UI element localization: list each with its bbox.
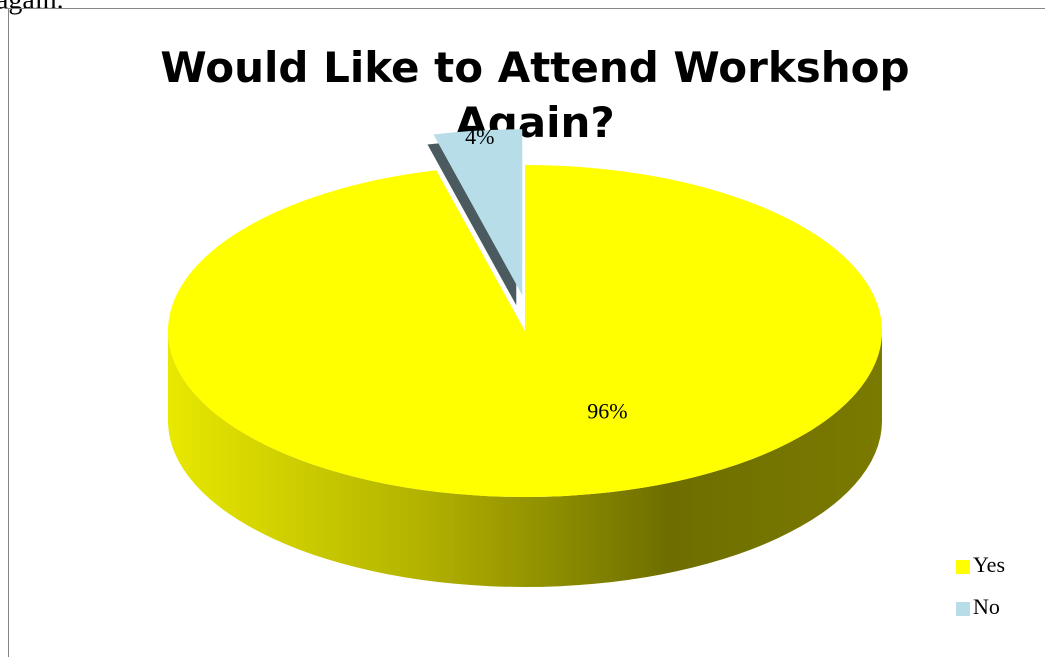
legend-label: No bbox=[973, 594, 1000, 619]
chart-border bbox=[8, 8, 1045, 657]
legend-label: Yes bbox=[973, 552, 1005, 577]
legend-swatch bbox=[956, 560, 970, 574]
slice bbox=[167, 165, 883, 497]
data-label: 4% bbox=[465, 124, 494, 149]
caption-fragment: again. bbox=[0, 0, 64, 15]
legend-swatch bbox=[956, 602, 970, 616]
chart-title-text: Would Like to Attend Workshop Again? bbox=[160, 43, 909, 147]
chart-title: Would Like to Attend Workshop Again? bbox=[160, 43, 909, 147]
data-label: 96% bbox=[587, 398, 627, 423]
slice bbox=[433, 129, 523, 296]
pie: 96% 4% bbox=[167, 124, 883, 587]
slice-side bbox=[168, 331, 882, 587]
legend: Yes No bbox=[956, 552, 1005, 619]
